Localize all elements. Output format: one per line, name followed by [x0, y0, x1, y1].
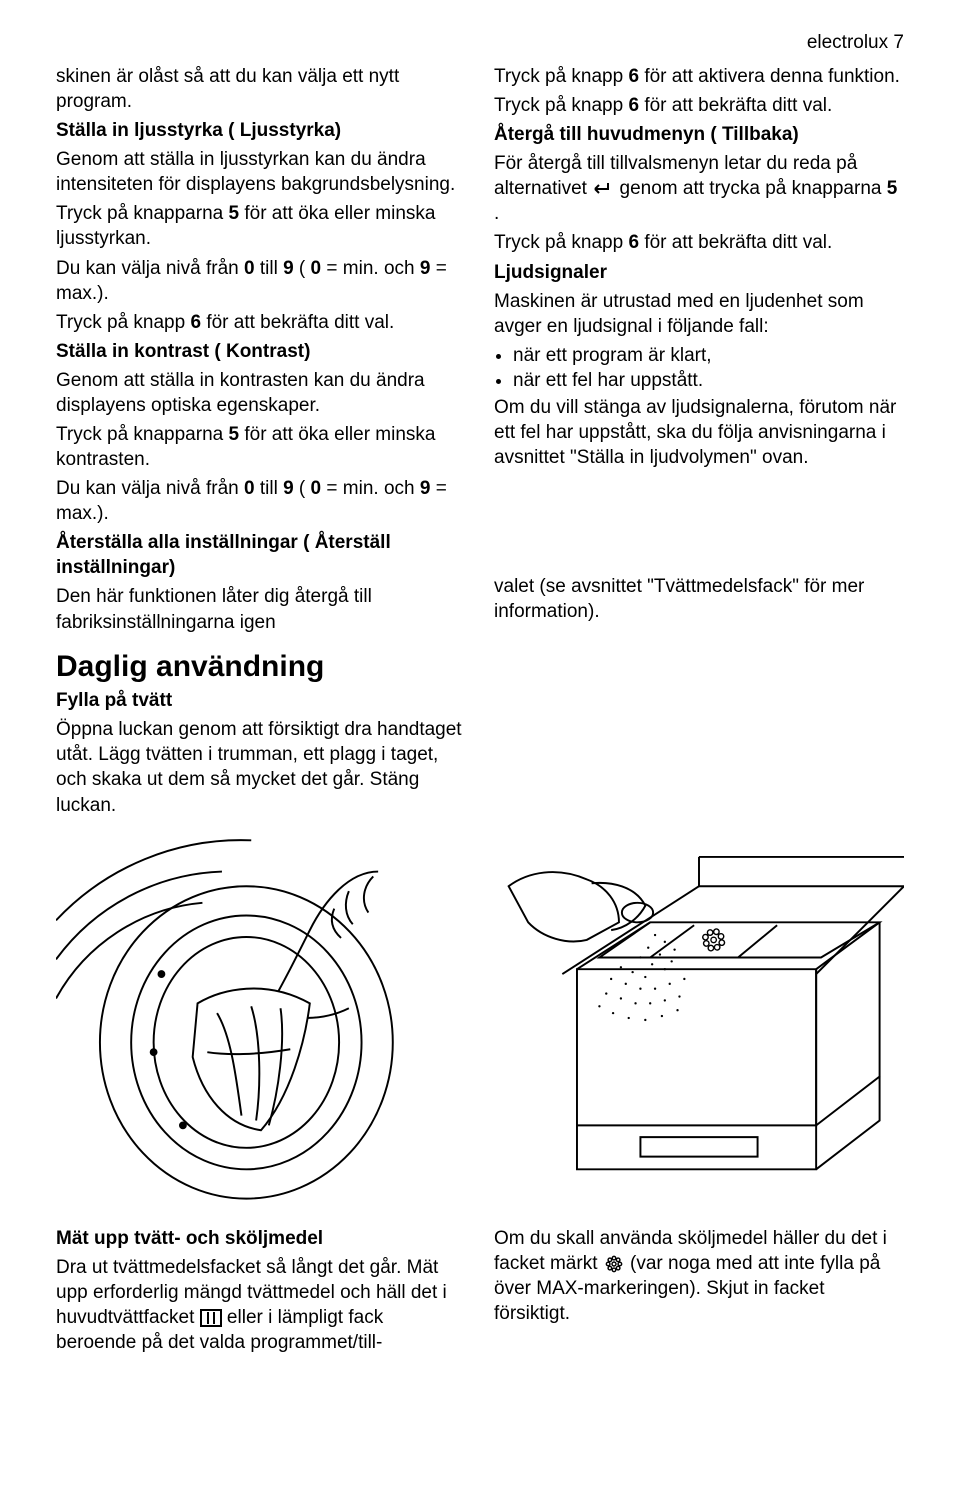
para-softener: Om du skall använda sköljmedel häller du… — [494, 1226, 904, 1326]
para-confirm-1: Tryck på knapp 6 för att bekräfta ditt v… — [494, 93, 904, 118]
bottom-right-column: Om du skall använda sköljmedel häller du… — [494, 1226, 904, 1359]
para-back-menu: För återgå till tillvalsmenyn letar du r… — [494, 151, 904, 226]
para-measure-detergent: Dra ut tvättmedelsfacket så långt det gå… — [56, 1255, 466, 1355]
list-item: när ett program är klart, — [513, 343, 904, 368]
list-item: när ett fel har uppstått. — [513, 368, 904, 393]
softener-flower-icon — [603, 1255, 625, 1273]
para-load-laundry: Öppna luckan genom att försiktigt dra ha… — [56, 717, 466, 817]
para-contrast-range: Du kan välja nivå från 0 till 9 ( 0 = mi… — [56, 476, 466, 526]
figure-loading-drum — [56, 828, 466, 1208]
heading-daily-use: Daglig användning — [56, 647, 466, 687]
return-icon — [592, 180, 614, 198]
sound-cases-list: när ett program är klart, när ett fel ha… — [494, 343, 904, 393]
para-intro: skinen är olåst så att du kan välja ett … — [56, 64, 466, 114]
figure-detergent-drawer — [494, 828, 904, 1208]
para-sound-off: Om du vill stänga av ljudsignalerna, för… — [494, 395, 904, 470]
right-column: Tryck på knapp 6 för att aktivera denna … — [494, 64, 904, 822]
heading-measure-detergent: Mät upp tvätt- och sköljmedel — [56, 1226, 466, 1251]
para-detergent-ref: valet (se avsnittet "Tvättmedelsfack" fö… — [494, 574, 904, 624]
para-brightness-confirm: Tryck på knapp 6 för att bekräfta ditt v… — [56, 310, 466, 335]
bottom-left-column: Mät upp tvätt- och sköljmedel Dra ut tvä… — [56, 1226, 466, 1359]
heading-brightness: Ställa in ljusstyrka ( Ljusstyrka) — [56, 118, 466, 143]
para-brightness-keys: Tryck på knapparna 5 för att öka eller m… — [56, 201, 466, 251]
main-wash-icon — [200, 1309, 222, 1327]
page-header: electrolux 7 — [56, 32, 904, 54]
para-reset-desc: Den här funktionen låter dig återgå till… — [56, 584, 466, 634]
para-contrast-desc: Genom att ställa in kontrasten kan du än… — [56, 368, 466, 418]
para-brightness-desc: Genom att ställa in ljusstyrkan kan du ä… — [56, 147, 466, 197]
heading-reset: Återställa alla inställningar ( Återstäl… — [56, 530, 466, 580]
heading-back-menu: Återgå till huvudmenyn ( Tillbaka) — [494, 122, 904, 147]
brand-text: electrolux — [807, 32, 888, 53]
para-activate: Tryck på knapp 6 för att aktivera denna … — [494, 64, 904, 89]
para-contrast-keys: Tryck på knapparna 5 för att öka eller m… — [56, 422, 466, 472]
heading-contrast: Ställa in kontrast ( Kontrast) — [56, 339, 466, 364]
heading-load-laundry: Fylla på tvätt — [56, 688, 466, 713]
page-number: 7 — [893, 32, 904, 53]
left-column: skinen är olåst så att du kan välja ett … — [56, 64, 466, 822]
para-sound-intro: Maskinen är utrustad med en ljudenhet so… — [494, 289, 904, 339]
para-brightness-range: Du kan välja nivå från 0 till 9 ( 0 = mi… — [56, 256, 466, 306]
para-confirm-2: Tryck på knapp 6 för att bekräfta ditt v… — [494, 230, 904, 255]
heading-sound-signals: Ljudsignaler — [494, 260, 904, 285]
